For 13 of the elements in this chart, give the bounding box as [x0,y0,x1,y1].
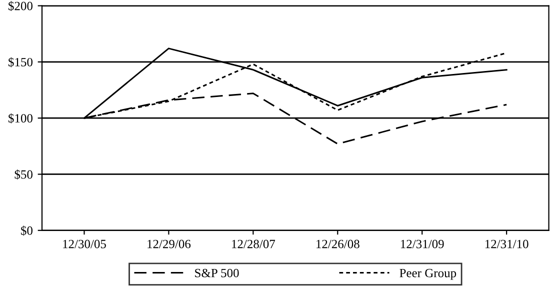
x-tick-label: 12/30/05 [63,240,106,248]
y-tick-label: $100 [8,113,32,124]
legend-label: S&P 500 [195,268,239,278]
y-tick-label: $50 [14,170,32,180]
x-tick-label: 12/29/06 [148,240,191,248]
y-tick-label: $200 [8,1,32,12]
x-tick-label: 12/28/07 [232,240,276,248]
x-tick-label: 12/26/08 [316,240,360,248]
y-tick-label: $0 [21,226,32,236]
x-tick-label: 12/31/10 [485,240,528,248]
y-tick-label: $150 [8,57,32,68]
x-tick-label: 12/31/09 [400,240,444,248]
legend-label: Peer Group [400,268,456,280]
